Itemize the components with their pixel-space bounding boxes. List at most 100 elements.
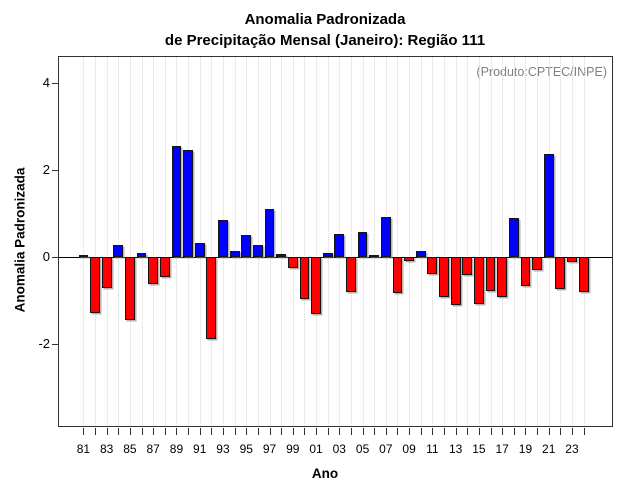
y-tick-label--2: -2: [38, 335, 50, 351]
x-tick-label-87: 87: [146, 442, 160, 456]
y-tick-2: [52, 169, 59, 171]
x-tick-label-01: 01: [309, 442, 323, 456]
gridline-88: [164, 57, 166, 426]
x-tick-09: [409, 428, 411, 435]
bar-94: [229, 250, 240, 257]
y-tick-0: [52, 256, 59, 258]
x-tick-90: [188, 428, 190, 435]
gridline-08: [397, 57, 399, 426]
gridline-86: [141, 57, 143, 426]
bar-24: [578, 256, 589, 292]
gridline-11: [432, 57, 434, 426]
x-tick-label-23: 23: [565, 442, 579, 456]
bar-93: [218, 220, 228, 257]
gridline-94: [234, 57, 236, 426]
bar-13: [450, 256, 461, 306]
x-tick-82: [95, 428, 97, 435]
x-tick-07: [385, 428, 387, 435]
gridline-96: [257, 57, 259, 426]
y-tick-label-4: 4: [42, 75, 50, 91]
gridline-23: [571, 57, 573, 426]
x-tick-label-99: 99: [286, 442, 300, 456]
gridline-04: [350, 57, 352, 426]
y-tick--2: [52, 343, 59, 345]
chart-title-line2: de Precipitação Mensal (Janeiro): Região…: [164, 32, 486, 49]
gridline-83: [106, 57, 108, 426]
bar-90: [183, 149, 193, 257]
x-tick-18: [513, 428, 515, 435]
bar-84: [113, 244, 124, 257]
bar-02: [322, 253, 333, 257]
x-axis-title: Ano: [311, 466, 339, 481]
bar-12: [439, 256, 449, 297]
x-tick-91: [199, 428, 201, 435]
x-tick-12: [444, 428, 446, 435]
bar-81: [78, 255, 89, 258]
bar-16: [485, 256, 496, 291]
x-tick-label-07: 07: [379, 442, 393, 456]
gridline-84: [118, 57, 120, 426]
bar-17: [497, 256, 508, 297]
x-tick-99: [292, 428, 294, 435]
gridline-01: [316, 57, 318, 426]
chart-title-line1: Anomalia Padronizada: [244, 11, 406, 28]
x-tick-label-89: 89: [169, 442, 184, 456]
bar-88: [159, 256, 170, 278]
x-tick-label-95: 95: [239, 442, 253, 456]
bar-15: [474, 256, 484, 304]
x-tick-label-05: 05: [355, 442, 370, 456]
x-tick-00: [304, 428, 306, 435]
gridline-19: [525, 57, 527, 426]
gridline-24: [583, 57, 585, 426]
x-tick-94: [234, 428, 236, 435]
x-tick-10: [420, 428, 422, 435]
x-tick-11: [432, 428, 434, 435]
gridline-85: [129, 57, 131, 426]
x-tick-label-19: 19: [518, 442, 533, 456]
bar-08: [392, 256, 403, 294]
x-tick-92: [211, 428, 213, 435]
bar-87: [148, 256, 159, 284]
gridline-17: [502, 57, 504, 426]
x-tick-83: [106, 428, 108, 435]
bar-86: [136, 252, 147, 257]
gridline-81: [83, 57, 85, 426]
chart-title: Anomalia Padronizada de Precipitação Men…: [10, 9, 640, 51]
x-tick-85: [129, 428, 131, 435]
bar-83: [101, 256, 112, 288]
bar-06: [369, 254, 380, 257]
x-tick-21: [548, 428, 550, 435]
x-tick-label-97: 97: [262, 442, 277, 456]
x-tick-93: [222, 428, 224, 435]
gridline-87: [153, 57, 155, 426]
bar-18: [508, 218, 519, 257]
gridline-12: [444, 57, 446, 426]
x-tick-17: [502, 428, 504, 435]
x-tick-88: [164, 428, 166, 435]
bar-89: [171, 145, 182, 257]
zero-line: [59, 256, 612, 258]
bar-20: [532, 256, 542, 271]
x-tick-22: [560, 428, 562, 435]
x-tick-label-91: 91: [193, 442, 207, 456]
x-tick-95: [246, 428, 248, 435]
x-tick-label-83: 83: [99, 442, 114, 456]
x-tick-label-03: 03: [332, 442, 346, 456]
gridline-14: [467, 57, 469, 426]
gridline-02: [327, 57, 329, 426]
x-tick-14: [467, 428, 469, 435]
x-tick-23: [571, 428, 573, 435]
x-tick-label-85: 85: [123, 442, 137, 456]
bar-22: [555, 256, 566, 290]
bar-92: [206, 256, 217, 339]
bar-21: [543, 153, 554, 257]
gridline-10: [420, 57, 422, 426]
bar-11: [427, 256, 438, 274]
bar-99: [287, 256, 298, 269]
x-tick-02: [327, 428, 329, 435]
x-tick-label-09: 09: [402, 442, 416, 456]
bar-00: [299, 256, 310, 299]
x-tick-label-13: 13: [448, 442, 463, 456]
bar-97: [264, 208, 275, 257]
